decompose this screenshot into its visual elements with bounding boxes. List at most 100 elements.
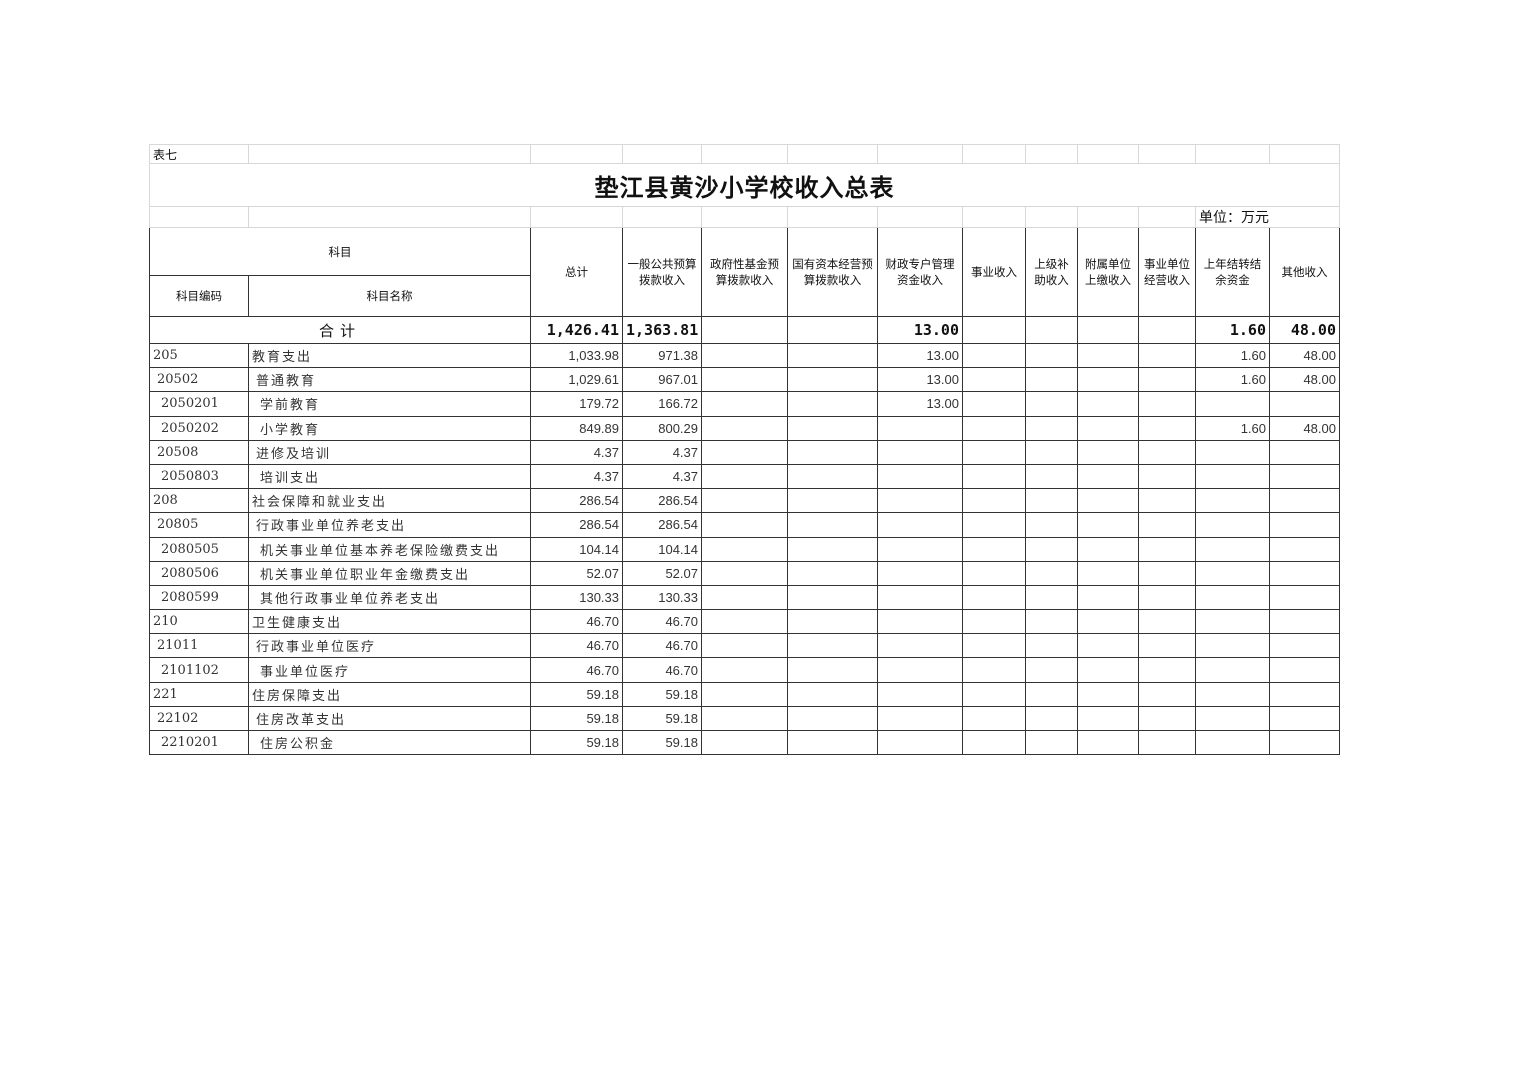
cell-value	[1138, 415, 1196, 441]
cell-value	[1138, 488, 1196, 514]
cell-value	[1195, 657, 1270, 683]
cell-value: 59.18	[622, 705, 702, 732]
cell-value	[962, 705, 1026, 732]
cell-value	[1077, 463, 1139, 490]
column-header: 事业收入	[962, 227, 1026, 317]
cell-value: 46.70	[530, 609, 623, 635]
column-header: 财政专户管理资金收入	[877, 227, 963, 317]
cell-value	[962, 512, 1026, 538]
cell-value: 286.54	[530, 488, 623, 514]
cell-value	[877, 560, 963, 586]
cell-value: 59.18	[622, 681, 702, 707]
cell-value	[1138, 367, 1196, 393]
subject-name: 社会保障和就业支出	[248, 488, 531, 514]
cell-value	[962, 633, 1026, 659]
cell-value	[1138, 536, 1196, 562]
cell-value	[701, 415, 788, 441]
subject-code: 2080599	[149, 584, 249, 611]
subject-code: 21011	[149, 633, 249, 659]
table-number: 表七	[149, 144, 249, 164]
cell-value: 104.14	[622, 536, 702, 562]
cell-value	[1025, 488, 1078, 514]
cell-value	[787, 391, 878, 417]
cell-value	[1138, 560, 1196, 586]
subject-code: 2080505	[149, 536, 249, 562]
subject-name: 住房改革支出	[248, 705, 531, 732]
cell-value	[1195, 729, 1270, 756]
cell-value: 13.00	[877, 342, 963, 369]
cell-value	[1138, 439, 1196, 465]
cell-value: 59.18	[530, 705, 623, 732]
cell-value	[877, 463, 963, 490]
total-value	[701, 316, 788, 344]
table-row: 221 住房保障支出 59.18 59.18	[149, 681, 1340, 707]
cell-value: 104.14	[530, 536, 623, 562]
cell-value	[1025, 391, 1078, 417]
table-row: 208 社会保障和就业支出 286.54 286.54	[149, 488, 1340, 514]
cell-value	[1025, 463, 1078, 490]
subject-name: 学前教育	[248, 391, 531, 417]
cell-value	[1269, 705, 1340, 732]
cell-value	[1077, 729, 1139, 756]
cell-value: 286.54	[530, 512, 623, 538]
column-header: 上级补助收入	[1025, 227, 1078, 317]
cell-value: 48.00	[1269, 415, 1340, 441]
cell-value	[1077, 536, 1139, 562]
subject-code: 2080506	[149, 560, 249, 586]
table-row: 20805 行政事业单位养老支出 286.54 286.54	[149, 512, 1340, 538]
cell-value	[1077, 512, 1139, 538]
cell-value	[1195, 609, 1270, 635]
cell-value	[1269, 560, 1340, 586]
total-value: 1,363.81	[622, 316, 702, 344]
cell-value	[1077, 342, 1139, 369]
cell-value: 59.18	[530, 681, 623, 707]
cell-value	[701, 342, 788, 369]
cell-value	[787, 536, 878, 562]
cell-value	[1195, 633, 1270, 659]
cell-value	[962, 584, 1026, 611]
total-value: 13.00	[877, 316, 963, 344]
cell-value	[701, 705, 788, 732]
cell-value	[701, 536, 788, 562]
table-row: 20502 普通教育 1,029.61 967.01 13.00 1.60 48.00	[149, 367, 1340, 393]
cell-value	[701, 609, 788, 635]
cell-value	[787, 463, 878, 490]
cell-value	[877, 488, 963, 514]
column-header: 一般公共预算拨款收入	[622, 227, 702, 317]
cell-value	[1025, 633, 1078, 659]
cell-value	[787, 705, 878, 732]
cell-value	[1025, 536, 1078, 562]
cell-value	[1077, 391, 1139, 417]
cell-value: 1,033.98	[530, 342, 623, 369]
cell-value	[877, 512, 963, 538]
cell-value	[787, 609, 878, 635]
cell-value	[1269, 609, 1340, 635]
cell-value	[701, 681, 788, 707]
cell-value	[787, 729, 878, 756]
cell-value	[1025, 512, 1078, 538]
subject-name: 事业单位医疗	[248, 657, 531, 683]
cell-value	[1195, 512, 1270, 538]
cell-value	[787, 488, 878, 514]
cell-value	[1138, 705, 1196, 732]
column-header: 其他收入	[1269, 227, 1340, 317]
cell-value: 48.00	[1269, 367, 1340, 393]
cell-value	[701, 633, 788, 659]
cell-value	[1077, 560, 1139, 586]
subject-name: 住房公积金	[248, 729, 531, 756]
cell-value	[1269, 463, 1340, 490]
cell-value	[1138, 342, 1196, 369]
cell-value: 4.37	[530, 439, 623, 465]
table-row: 210 卫生健康支出 46.70 46.70	[149, 609, 1340, 635]
subject-code: 20508	[149, 439, 249, 465]
cell-value: 13.00	[877, 367, 963, 393]
cell-value	[1195, 560, 1270, 586]
cell-value: 1.60	[1195, 367, 1270, 393]
cell-value	[701, 560, 788, 586]
cell-value	[1195, 536, 1270, 562]
cell-value	[787, 633, 878, 659]
cell-value	[701, 584, 788, 611]
cell-value	[701, 439, 788, 465]
cell-value	[1138, 681, 1196, 707]
cell-value	[1195, 705, 1270, 732]
